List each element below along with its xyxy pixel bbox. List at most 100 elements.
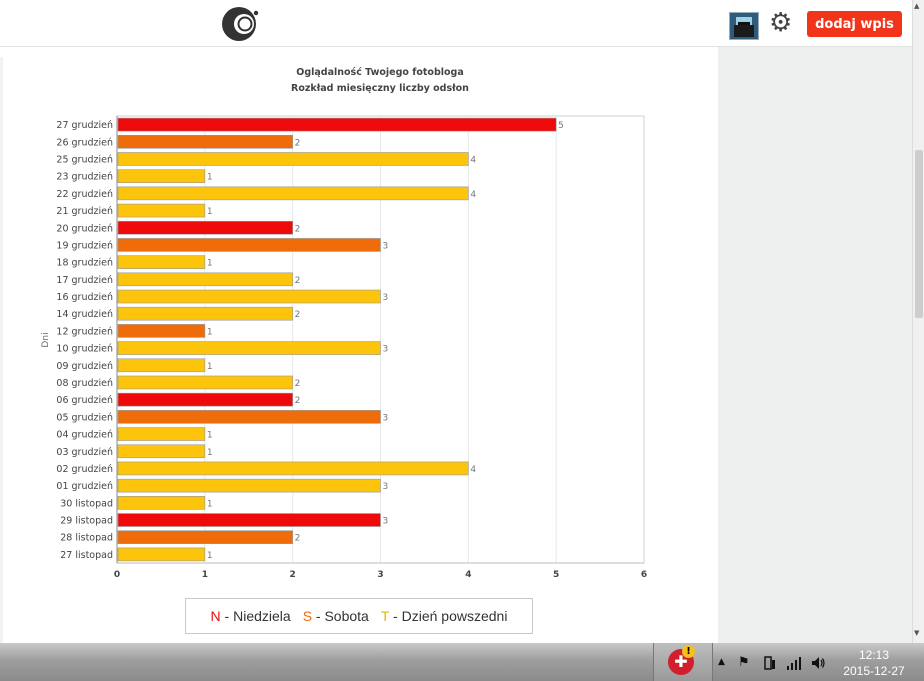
bar xyxy=(117,358,206,373)
data-label: 2 xyxy=(295,379,301,389)
y-tick-label: 27 listopad xyxy=(60,550,113,561)
y-tick-label: 23 grudzień xyxy=(56,172,113,183)
data-label: 1 xyxy=(207,551,213,561)
data-label: 4 xyxy=(470,190,476,200)
y-tick-label: 18 grudzień xyxy=(56,258,113,269)
gear-icon[interactable]: ⚙ xyxy=(769,8,793,38)
legend-label-sunday: - Niedziela xyxy=(220,608,291,624)
x-tick-label: 0 xyxy=(114,570,120,580)
taskbar-clock-date[interactable]: 2015-12-27 xyxy=(843,664,905,678)
bar xyxy=(117,496,206,510)
data-label: 3 xyxy=(383,517,389,527)
data-label: 5 xyxy=(558,121,564,131)
side-panel xyxy=(718,47,912,643)
legend-label-saturday: - Sobota xyxy=(312,608,369,624)
scroll-up-arrow-icon[interactable]: ▲ xyxy=(914,2,920,10)
windows-taskbar: ✚ ! ▲ ⚑ xyxy=(0,643,924,681)
y-tick-label: 14 grudzień xyxy=(56,309,113,320)
data-label: 1 xyxy=(207,207,213,217)
y-tick-label: 22 grudzień xyxy=(56,189,113,200)
y-tick-label: 27 grudzień xyxy=(56,120,113,131)
bar xyxy=(117,513,381,527)
bar xyxy=(117,324,206,338)
y-tick-label: 08 grudzień xyxy=(56,378,113,389)
data-label: 1 xyxy=(207,448,213,458)
legend-key-saturday: S xyxy=(302,608,313,624)
bar xyxy=(117,289,381,304)
taskbar-app-button[interactable]: ✚ ! xyxy=(653,643,713,681)
bar xyxy=(117,444,206,459)
data-label: 1 xyxy=(207,362,213,372)
flag-icon[interactable]: ⚑ xyxy=(738,655,750,670)
chart-title: Oglądalność Twojego fotobloga xyxy=(296,67,464,78)
bar xyxy=(117,375,293,390)
y-tick-label: 10 grudzień xyxy=(56,344,113,355)
bar xyxy=(117,186,469,201)
legend-key-weekday: T xyxy=(380,608,390,624)
y-tick-label: 09 grudzień xyxy=(56,361,113,372)
x-tick-label: 1 xyxy=(202,570,208,580)
data-label: 3 xyxy=(383,241,389,251)
data-label: 1 xyxy=(207,499,213,509)
data-label: 2 xyxy=(295,224,301,234)
data-label: 1 xyxy=(207,173,213,183)
data-label: 2 xyxy=(295,310,301,320)
legend-item-saturday: S - Sobota xyxy=(303,608,369,624)
y-tick-label: 28 listopad xyxy=(60,533,113,544)
data-label: 2 xyxy=(295,396,301,406)
y-tick-label: 30 listopad xyxy=(60,498,113,509)
bar xyxy=(117,306,293,321)
bar xyxy=(117,238,381,252)
y-tick-label: 01 grudzień xyxy=(56,481,113,492)
data-label: 3 xyxy=(383,482,389,492)
bar xyxy=(117,547,206,562)
y-tick-label: 16 grudzień xyxy=(56,292,113,303)
bar xyxy=(117,341,381,355)
views-bar-chart: Oglądalność Twojego fotobloga Rozkład mi… xyxy=(41,67,647,580)
bar xyxy=(117,530,293,545)
data-label: 3 xyxy=(383,293,389,303)
y-tick-label: 20 grudzień xyxy=(56,223,113,234)
y-tick-label: 21 grudzień xyxy=(56,206,113,217)
data-label: 1 xyxy=(207,431,213,441)
avatar[interactable] xyxy=(729,12,759,40)
bar xyxy=(117,272,293,287)
show-hidden-arrow-icon[interactable]: ▲ xyxy=(718,657,725,667)
bar xyxy=(117,427,206,441)
data-label: 3 xyxy=(383,345,389,355)
page-scrollbar[interactable]: ▲ ▼ xyxy=(912,0,924,643)
power-icon[interactable] xyxy=(762,655,778,671)
left-divider xyxy=(0,57,3,643)
bar xyxy=(117,169,206,183)
add-post-button[interactable]: dodaj wpis xyxy=(807,11,902,37)
bar xyxy=(117,220,293,235)
y-tick-label: 26 grudzień xyxy=(56,137,113,148)
y-tick-label: 02 grudzień xyxy=(56,464,113,475)
y-tick-label: 12 grudzień xyxy=(56,326,113,337)
chart-subtitle: Rozkład miesięczny liczby odsłon xyxy=(291,83,469,94)
scroll-thumb[interactable] xyxy=(915,150,923,318)
legend-key-sunday: N xyxy=(210,608,221,624)
data-label: 1 xyxy=(207,259,213,269)
scroll-down-arrow-icon[interactable]: ▼ xyxy=(914,629,920,637)
x-tick-label: 2 xyxy=(290,570,296,580)
data-label: 4 xyxy=(470,155,476,165)
bar xyxy=(117,134,293,149)
signal-icon[interactable] xyxy=(786,655,802,671)
warning-badge-icon: ! xyxy=(682,645,695,658)
bar xyxy=(117,392,293,407)
data-label: 3 xyxy=(383,413,389,423)
taskbar-clock-time[interactable]: 12:13 xyxy=(858,648,890,662)
y-tick-label: 29 listopad xyxy=(60,516,113,527)
data-label: 1 xyxy=(207,327,213,337)
bar xyxy=(117,255,206,269)
data-label: 2 xyxy=(295,276,301,286)
x-tick-label: 5 xyxy=(553,570,559,580)
avatar-image xyxy=(730,13,758,39)
bar xyxy=(117,117,557,132)
camera-logo-icon[interactable] xyxy=(222,5,260,43)
volume-icon[interactable] xyxy=(810,655,826,671)
bar xyxy=(117,152,469,166)
legend-item-sunday: N - Niedziela xyxy=(211,608,291,624)
y-tick-label: 25 grudzień xyxy=(56,154,113,165)
